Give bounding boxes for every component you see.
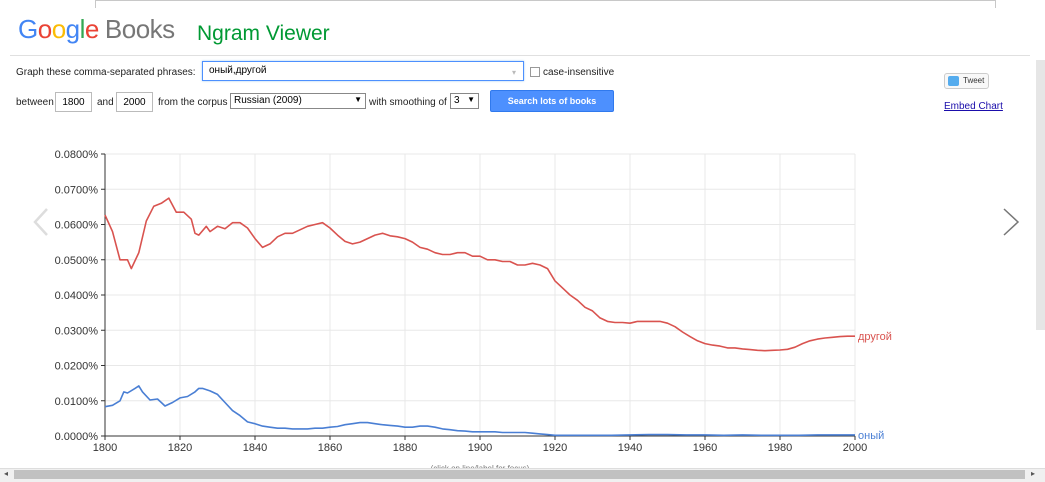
chevron-left-icon[interactable] [33, 208, 48, 236]
x-tick-label: 1980 [768, 442, 792, 454]
scroll-left-arrow-icon[interactable]: ◂ [4, 469, 9, 478]
phrases-input[interactable]: оный,другой [202, 61, 524, 81]
smoothing-select[interactable]: 3 ▼ [450, 93, 479, 109]
x-tick-label: 1800 [93, 442, 117, 454]
case-insensitive-checkbox[interactable] [530, 67, 540, 77]
logo-letter: e [84, 14, 99, 44]
logo-letter: G [18, 14, 38, 44]
window-top-edge [0, 0, 1045, 8]
header-divider [10, 55, 1030, 56]
logo-letter: g [65, 14, 80, 44]
smoothing-select-value: 3 [454, 95, 460, 106]
horizontal-scroll-thumb[interactable] [14, 470, 1025, 479]
series-line-drugoy[interactable] [104, 197, 855, 352]
corpus-select-value: Russian (2009) [234, 95, 302, 106]
twitter-bird-icon [948, 76, 959, 86]
x-tick-label: 2000 [843, 442, 867, 454]
series-line-onyy[interactable] [104, 385, 855, 437]
y-tick-label: 0.0500% [55, 255, 99, 267]
chart-nav[interactable] [33, 208, 1020, 236]
corpus-select[interactable]: Russian (2009) ▼ [230, 93, 366, 109]
vertical-scrollbar[interactable] [1036, 60, 1045, 330]
between-label: between [16, 97, 54, 108]
x-tick-label: 1960 [693, 442, 717, 454]
y-tick-label: 0.0800% [55, 149, 99, 161]
smoothing-label: with smoothing of [369, 97, 447, 108]
chart-series[interactable] [104, 197, 855, 437]
logo-books-text: Books [104, 14, 175, 44]
chevron-right-icon[interactable] [1003, 208, 1020, 236]
top-border-tick [95, 0, 96, 8]
chevron-down-icon: ▾ [512, 68, 517, 77]
tweet-label: Tweet [963, 76, 985, 85]
x-tick-label: 1900 [468, 442, 492, 454]
y-tick-label: 0.0700% [55, 184, 99, 196]
x-tick-label: 1820 [168, 442, 192, 454]
y-tick-label: 0.0100% [55, 396, 99, 408]
chart-axes: 1800 1820 1840 1860 1880 1900 1920 1940 1960 1980… [55, 149, 868, 454]
phrases-label: Graph these comma-separated phrases: [16, 67, 196, 78]
top-border-tick [995, 0, 996, 8]
y-tick-label: 0.0300% [55, 325, 99, 337]
search-button[interactable]: Search lots of books [490, 90, 614, 112]
scroll-right-arrow-icon[interactable]: ▸ [1031, 469, 1036, 478]
x-tick-label: 1840 [243, 442, 267, 454]
y-tick-label: 0.0400% [55, 290, 99, 302]
corpus-label: from the corpus [158, 97, 228, 108]
case-insensitive-label: case-insensitive [543, 67, 615, 78]
y-tick-label: 0.0000% [55, 431, 99, 443]
series-label[interactable]: другой [858, 331, 892, 343]
y-tick-label: 0.0200% [55, 361, 99, 373]
tweet-button[interactable]: Tweet [944, 73, 989, 89]
x-tick-label: 1920 [543, 442, 567, 454]
series-label[interactable]: оный [858, 430, 884, 442]
dropdown-arrow-icon: ▼ [354, 95, 362, 104]
year-end-input[interactable]: 2000 [116, 92, 153, 112]
logo-letter: o [37, 14, 52, 44]
dropdown-arrow-icon: ▼ [467, 95, 475, 104]
logo-letter: o [51, 14, 66, 44]
embed-chart-link[interactable]: Embed Chart [944, 101, 1003, 112]
google-books-logo[interactable]: Google Books [18, 14, 175, 45]
and-label: and [97, 97, 114, 108]
year-start-input[interactable]: 1800 [55, 92, 92, 112]
top-border [95, 0, 995, 1]
x-tick-label: 1940 [618, 442, 642, 454]
x-tick-label: 1880 [393, 442, 417, 454]
x-tick-label: 1860 [318, 442, 342, 454]
y-tick-label: 0.0600% [55, 220, 99, 232]
logo-letter: l [79, 14, 86, 44]
page-title: Ngram Viewer [197, 22, 330, 45]
